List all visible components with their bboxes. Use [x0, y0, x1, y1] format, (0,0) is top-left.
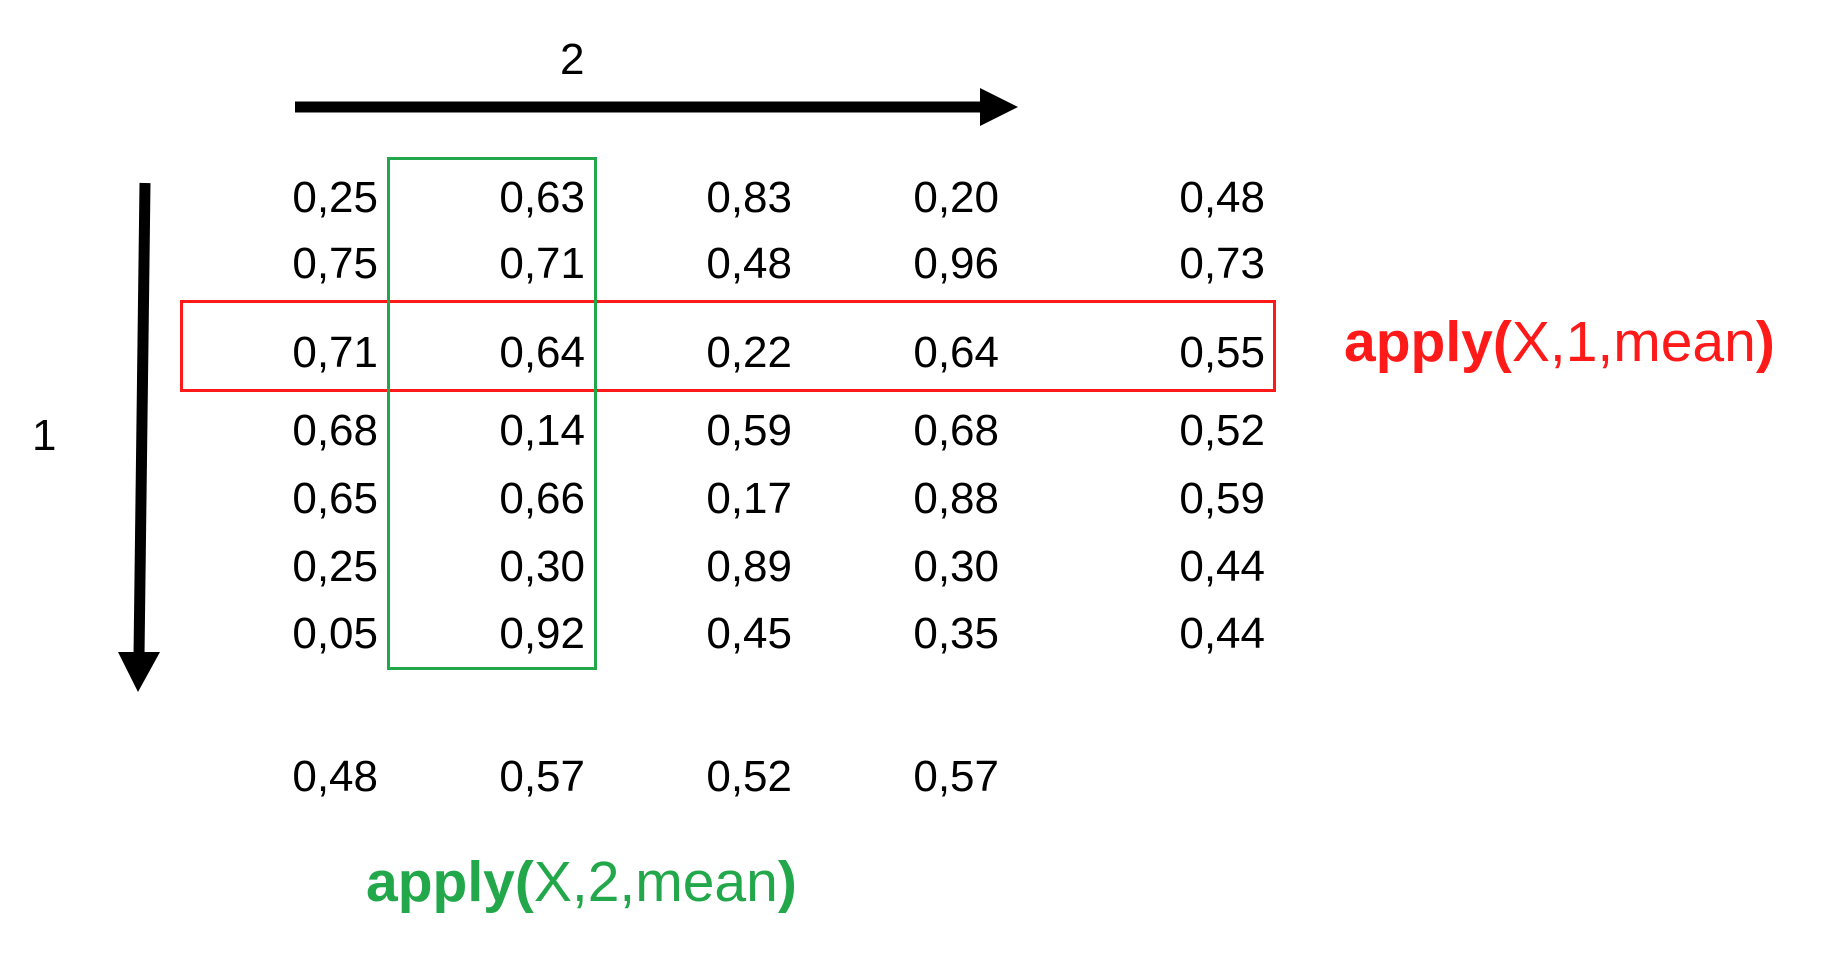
matrix-cell: 0,92 — [499, 609, 585, 658]
matrix-cell: 0,63 — [499, 173, 585, 222]
matrix-cell: 0,30 — [913, 542, 999, 591]
matrix-cell: 0,52 — [1179, 406, 1265, 455]
matrix-cell: 0,83 — [706, 173, 792, 222]
matrix-cell: 0,75 — [292, 239, 378, 288]
matrix-cell: 0,64 — [499, 328, 585, 377]
row-apply-keyword: apply( — [1344, 310, 1512, 374]
column-mean-value: 0,48 — [292, 752, 378, 801]
row-highlight-box — [180, 300, 1276, 392]
column-apply-close: ) — [777, 850, 797, 914]
matrix-cell: 0,35 — [913, 609, 999, 658]
matrix-cell: 0,25 — [292, 542, 378, 591]
matrix-cell: 0,68 — [292, 406, 378, 455]
column-apply-args: X,2,mean — [533, 850, 778, 914]
matrix-cell: 0,20 — [913, 173, 999, 222]
column-mean-value: 0,52 — [706, 752, 792, 801]
matrix-cell: 0,44 — [1179, 542, 1265, 591]
column-direction-arrow — [295, 88, 1018, 126]
columns-axis-label: 2 — [560, 35, 585, 84]
matrix-cell: 0,55 — [1179, 328, 1265, 377]
matrix-cell: 0,64 — [913, 328, 999, 377]
matrix-cell: 0,25 — [292, 173, 378, 222]
row-direction-arrow — [118, 182, 160, 692]
matrix-cell: 0,59 — [1179, 474, 1265, 523]
matrix-cell: 0,89 — [706, 542, 792, 591]
matrix-cell: 0,59 — [706, 406, 792, 455]
matrix-cell: 0,44 — [1179, 609, 1265, 658]
row-apply-close: ) — [1755, 310, 1775, 374]
matrix-cell: 0,68 — [913, 406, 999, 455]
rows-axis-label: 1 — [32, 411, 57, 460]
column-apply-label: apply(X,2,mean) — [366, 854, 797, 911]
matrix-cell: 0,88 — [913, 474, 999, 523]
matrix-cell: 0,14 — [499, 406, 585, 455]
matrix-cell: 0,17 — [706, 474, 792, 523]
row-apply-args: X,1,mean — [1511, 310, 1756, 374]
matrix-cell: 0,05 — [292, 609, 378, 658]
matrix-cell: 0,48 — [706, 239, 792, 288]
matrix-cell: 0,30 — [499, 542, 585, 591]
matrix-cell: 0,48 — [1179, 173, 1265, 222]
matrix-cell: 0,73 — [1179, 239, 1265, 288]
matrix-cell: 0,96 — [913, 239, 999, 288]
matrix-cell: 0,71 — [292, 328, 378, 377]
column-mean-value: 0,57 — [499, 752, 585, 801]
column-apply-keyword: apply( — [366, 850, 534, 914]
matrix-cell: 0,66 — [499, 474, 585, 523]
row-apply-label: apply(X,1,mean) — [1344, 314, 1775, 371]
column-highlight-box — [387, 157, 597, 670]
column-mean-value: 0,57 — [913, 752, 999, 801]
matrix-cell: 0,65 — [292, 474, 378, 523]
matrix-cell: 0,45 — [706, 609, 792, 658]
matrix-cell: 0,22 — [706, 328, 792, 377]
matrix-cell: 0,71 — [499, 239, 585, 288]
